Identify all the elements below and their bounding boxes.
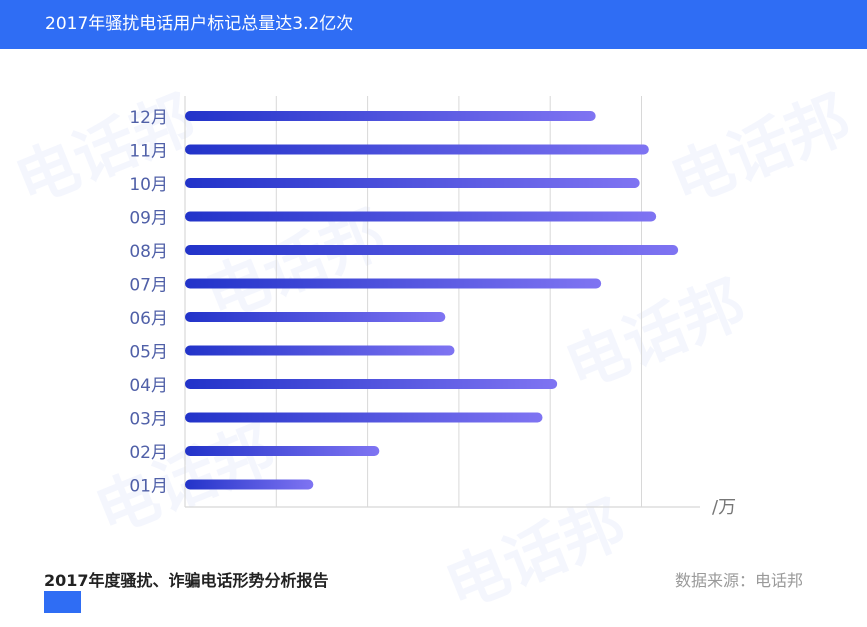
category-label: 05月: [129, 343, 168, 363]
category-label: 09月: [129, 209, 168, 229]
category-label: 07月: [129, 276, 168, 296]
bar: [185, 412, 543, 423]
category-label: 10月: [129, 175, 168, 195]
bar: [185, 245, 679, 255]
data-source: 数据来源：电话邦: [675, 571, 804, 590]
category-label: 12月: [129, 108, 168, 128]
accent-block: [44, 591, 81, 613]
bar: [185, 178, 640, 188]
category-label: 02月: [129, 443, 168, 463]
page-title: 2017年骚扰电话用户标记总量达3.2亿次: [45, 14, 354, 34]
header-bar: 2017年骚扰电话用户标记总量达3.2亿次: [0, 0, 867, 49]
bar: [185, 345, 455, 356]
category-label: 11月: [129, 142, 168, 162]
category-label: 03月: [129, 410, 168, 430]
bar: [185, 278, 602, 289]
bar: [185, 446, 380, 456]
bar: [185, 379, 558, 389]
category-label: 08月: [129, 242, 168, 262]
category-label: 04月: [129, 376, 168, 396]
category-label: 01月: [129, 477, 168, 497]
unit-label: /万: [712, 497, 736, 518]
bar: [185, 144, 649, 155]
bar: [185, 479, 314, 490]
bar: [185, 211, 657, 222]
bar-chart: /万 12月 11月 10月 09月 08月 07月 06月 05月 04月 03月 02月 01月: [129, 96, 736, 518]
category-label: 06月: [129, 309, 168, 329]
bar: [185, 312, 446, 322]
bar: [185, 111, 596, 121]
report-title: 2017年度骚扰、诈骗电话形势分析报告: [44, 571, 329, 590]
